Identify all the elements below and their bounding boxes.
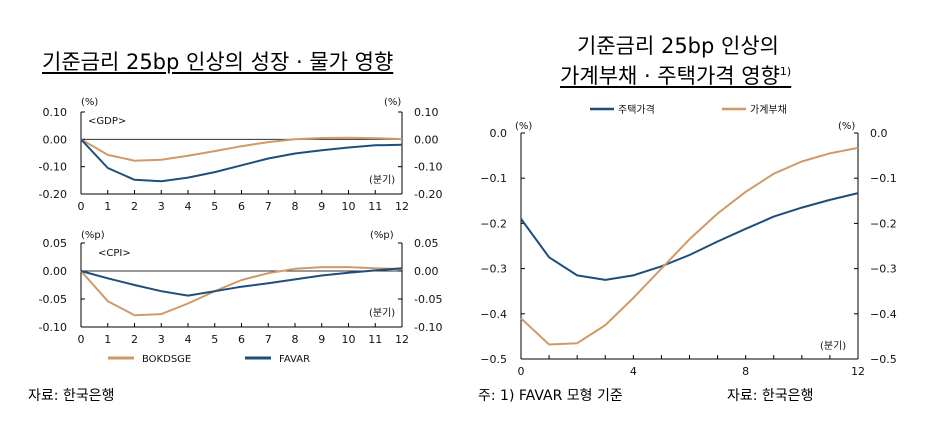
cpi-series-favar bbox=[80, 267, 403, 297]
house-ytick-label-left: 0.0 bbox=[490, 127, 508, 140]
right-note: 주: 1) FAVAR 모형 기준 bbox=[478, 388, 623, 404]
gdp-ytick-label-left: 0.00 bbox=[43, 133, 68, 146]
right-source: 자료: 한국은행 bbox=[727, 388, 814, 404]
cpi-xtick-label: 3 bbox=[158, 333, 165, 346]
house-xtick-label: 8 bbox=[742, 365, 749, 378]
gdp-ytick-label-left: 0.10 bbox=[43, 106, 68, 119]
house-xtick-label: 0 bbox=[518, 365, 525, 378]
gdp-unit-left: (%) bbox=[81, 97, 98, 108]
house-ytick-label-right: −0.5 bbox=[870, 353, 897, 366]
cpi-ytick-label-left: 0.05 bbox=[43, 237, 68, 250]
house-xtick-label: 12 bbox=[851, 365, 865, 378]
cpi-xtick-label: 4 bbox=[185, 333, 192, 346]
gdp-xtick-label: 4 bbox=[185, 200, 192, 213]
gdp-ytick-label-right: -0.20 bbox=[414, 188, 442, 201]
right-panel-title-line1: 기준금리 25bp 인상의 bbox=[577, 34, 779, 58]
gdp-ytick-label-left: -0.10 bbox=[39, 161, 67, 174]
house-unit-left: (%) bbox=[515, 121, 532, 132]
gdp-ytick-label-left: -0.20 bbox=[39, 188, 67, 201]
cpi-xtick-label: 1 bbox=[104, 333, 111, 346]
gdp-xtick-label: 12 bbox=[395, 200, 409, 213]
cpi-ytick-label-left: -0.10 bbox=[39, 321, 67, 334]
gdp-xtick-label: 8 bbox=[292, 200, 299, 213]
cpi-xtick-label: 12 bbox=[395, 333, 409, 346]
cpi-ytick-label-right: 0.00 bbox=[414, 265, 439, 278]
gdp-series-bokdsge bbox=[80, 136, 403, 162]
house-ytick-label-right: −0.4 bbox=[870, 308, 897, 321]
cpi-xtick-label: 6 bbox=[238, 333, 245, 346]
house-xtick-label: 4 bbox=[630, 365, 637, 378]
house-ytick-label-left: −0.5 bbox=[480, 353, 507, 366]
cpi-xtick-label: 10 bbox=[342, 333, 356, 346]
gdp-ytick-label-right: -0.10 bbox=[414, 161, 442, 174]
left-legend-label-favar: FAVAR bbox=[279, 354, 310, 365]
left-source: 자료: 한국은행 bbox=[28, 388, 115, 404]
right-legend-label-0: 주택가격 bbox=[618, 103, 655, 116]
cpi-xlabel: (분기) bbox=[369, 307, 395, 319]
gdp-xtick-label: 7 bbox=[265, 200, 272, 213]
house-series-주택가격 bbox=[520, 192, 859, 281]
gdp-xtick-label: 10 bbox=[342, 200, 356, 213]
right-panel-title-line2-text: 가계부채 · 주택가격 영향 bbox=[560, 64, 780, 88]
gdp-panel-label: <GDP> bbox=[88, 116, 126, 127]
cpi-unit-left: (%p) bbox=[81, 230, 105, 241]
cpi-xtick-label: 9 bbox=[318, 333, 325, 346]
gdp-ytick-label-right: 0.10 bbox=[414, 106, 439, 119]
gdp-series-favar bbox=[80, 138, 403, 183]
cpi-panel-label: <CPI> bbox=[98, 248, 131, 259]
cpi-xtick-label: 5 bbox=[211, 333, 218, 346]
house-ytick-label-left: −0.2 bbox=[480, 217, 507, 230]
cpi-ytick-label-right: -0.10 bbox=[414, 321, 442, 334]
cpi-ytick-label-right: 0.05 bbox=[414, 237, 439, 250]
right-legend-label-1: 가계부채 bbox=[750, 104, 787, 116]
cpi-unit-right: (%p) bbox=[370, 230, 394, 241]
left-panel-title: 기준금리 25bp 인상의 성장 · 물가 영향 bbox=[42, 50, 394, 74]
cpi-xtick-label: 2 bbox=[131, 333, 138, 346]
house-ytick-label-left: −0.4 bbox=[480, 308, 507, 321]
cpi-xtick-label: 7 bbox=[265, 333, 272, 346]
gdp-xtick-label: 0 bbox=[78, 200, 85, 213]
cpi-ytick-label-right: -0.05 bbox=[414, 293, 442, 306]
gdp-xtick-label: 3 bbox=[158, 200, 165, 213]
cpi-series-bokdsge bbox=[80, 266, 403, 317]
cpi-xtick-label: 8 bbox=[292, 333, 299, 346]
cpi-xtick-label: 11 bbox=[368, 333, 382, 346]
house-ytick-label-right: −0.1 bbox=[870, 172, 897, 185]
left-legend-label-bokdsge: BOKDSGE bbox=[142, 354, 191, 365]
right-panel-title-line2: 가계부채 · 주택가격 영향1) bbox=[560, 60, 791, 90]
gdp-xtick-label: 1 bbox=[104, 200, 111, 213]
gdp-xtick-label: 11 bbox=[368, 200, 382, 213]
house-ytick-label-left: −0.3 bbox=[480, 263, 507, 276]
cpi-ytick-label-left: 0.00 bbox=[43, 265, 68, 278]
house-xlabel: (분기) bbox=[820, 340, 846, 352]
house-ytick-label-left: −0.1 bbox=[480, 172, 507, 185]
gdp-unit-right: (%) bbox=[384, 97, 401, 108]
gdp-xtick-label: 2 bbox=[131, 200, 138, 213]
house-ytick-label-right: −0.2 bbox=[870, 217, 897, 230]
right-panel-title-footnote-mark: 1) bbox=[779, 65, 792, 78]
house-ytick-label-right: 0.0 bbox=[870, 127, 888, 140]
gdp-xlabel: (분기) bbox=[369, 174, 395, 186]
gdp-xtick-label: 6 bbox=[238, 200, 245, 213]
house-ytick-label-right: −0.3 bbox=[870, 263, 897, 276]
cpi-ytick-label-left: -0.05 bbox=[39, 293, 67, 306]
house-unit-right: (%) bbox=[838, 121, 855, 132]
gdp-xtick-label: 9 bbox=[318, 200, 325, 213]
house-series-가계부채 bbox=[520, 146, 859, 346]
gdp-ytick-label-right: 0.00 bbox=[414, 133, 439, 146]
cpi-xtick-label: 0 bbox=[78, 333, 85, 346]
gdp-xtick-label: 5 bbox=[211, 200, 218, 213]
